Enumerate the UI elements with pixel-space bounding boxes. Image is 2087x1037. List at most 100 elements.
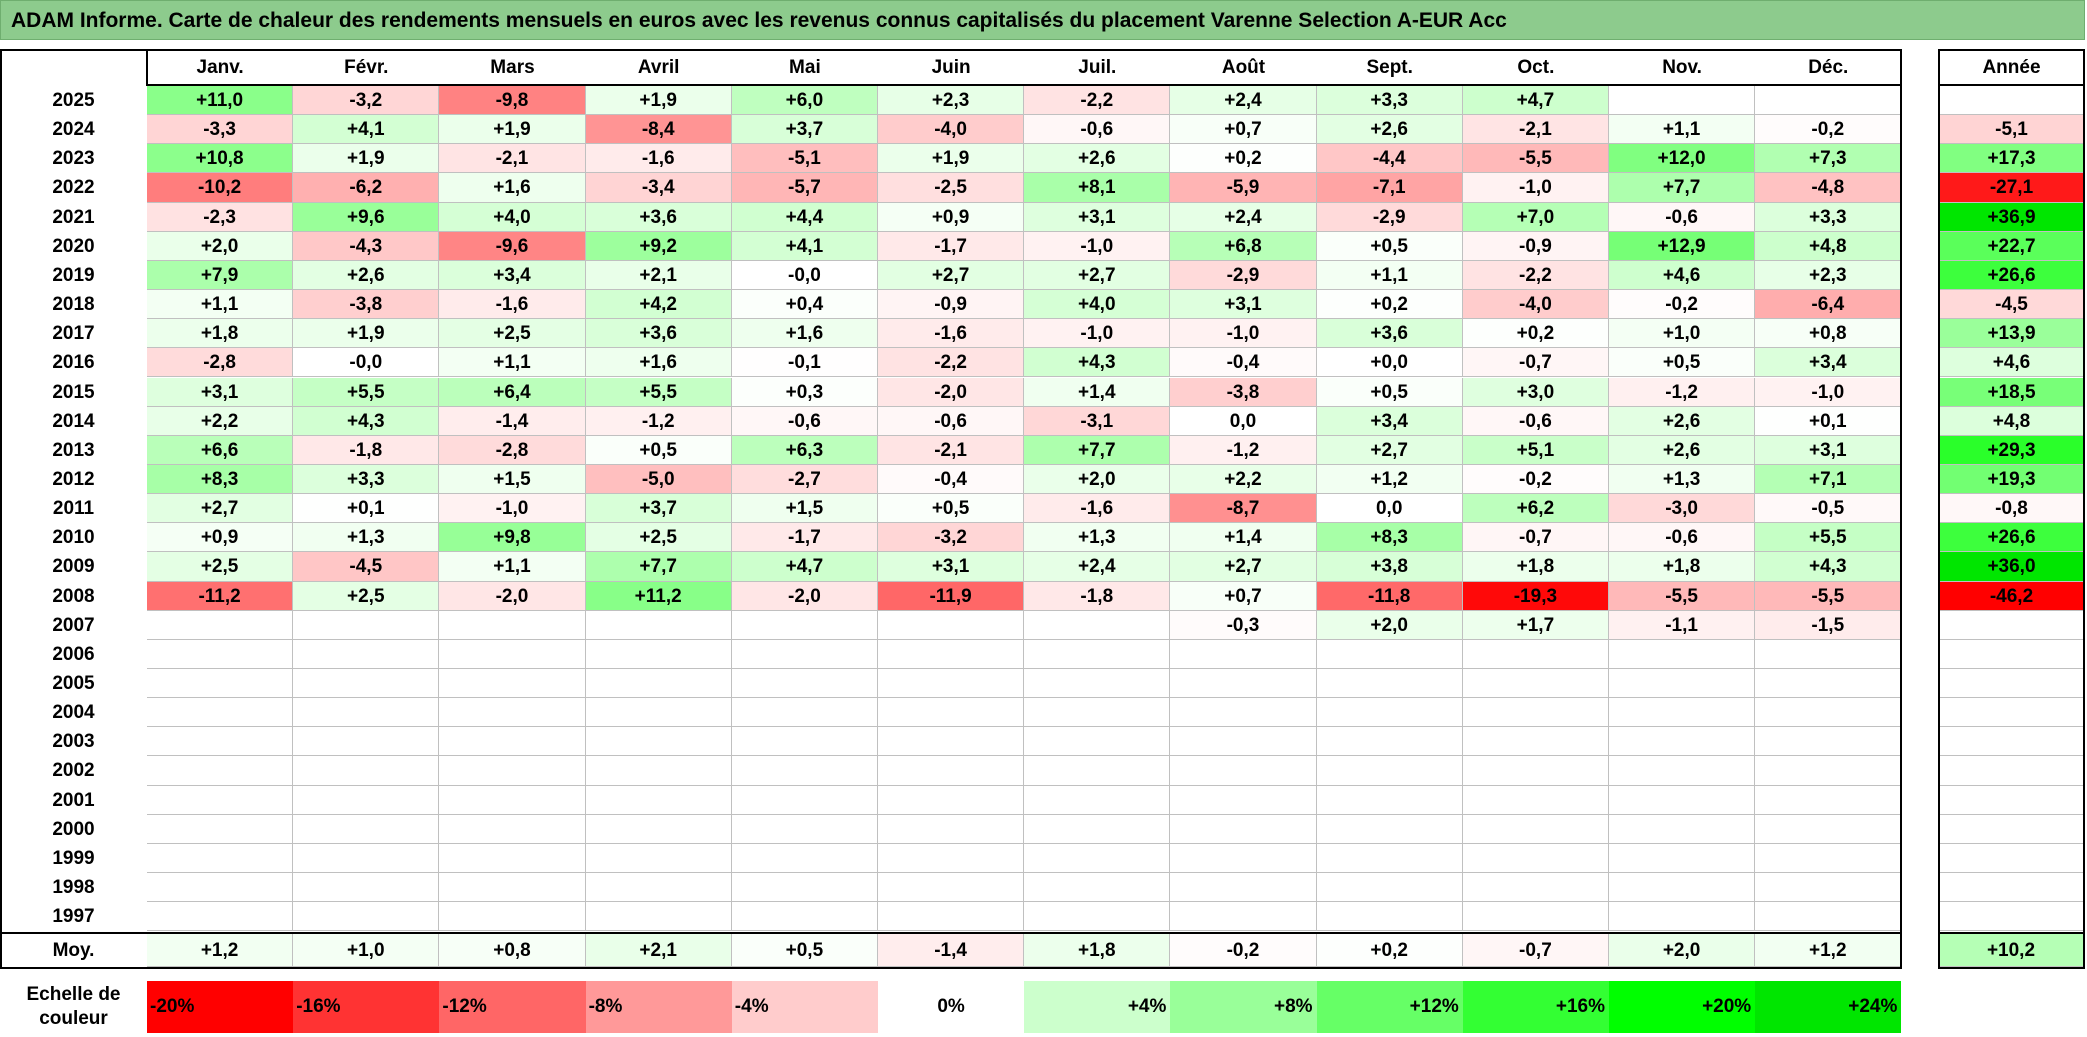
heatmap-cell (1170, 785, 1317, 815)
heatmap-cell: 0,0 (1316, 494, 1463, 524)
heatmap-cell (439, 727, 586, 757)
heatmap-cell: +0,1 (1755, 406, 1902, 436)
heatmap-cell (147, 785, 294, 815)
heatmap-cell (147, 843, 294, 874)
heatmap-cell (1755, 639, 1902, 669)
heatmap-cell: +4,7 (1462, 86, 1609, 116)
heatmap-cell: -5,5 (1462, 144, 1609, 174)
heatmap-cell (878, 639, 1025, 669)
heatmap-cell: -1,6 (439, 290, 586, 320)
heatmap-cell (878, 873, 1025, 903)
heatmap-cell (1755, 902, 1902, 932)
heatmap-cell (1755, 873, 1902, 903)
heatmap-cell: +1,2 (1316, 464, 1463, 495)
heatmap-cell (147, 727, 294, 757)
average-cell: -0,7 (1462, 934, 1609, 967)
heatmap-cell: -2,0 (878, 377, 1025, 407)
heatmap-cell (1755, 727, 1902, 757)
heatmap-cell: +0,3 (731, 377, 878, 407)
heatmap-cell: +2,6 (1024, 144, 1171, 174)
heatmap-cell: +1,9 (293, 319, 440, 349)
average-row-divider (0, 932, 1903, 934)
heatmap-cell (439, 610, 586, 640)
heatmap-cell: +10,8 (147, 144, 294, 174)
annual-cell: -46,2 (1939, 581, 2084, 611)
heatmap-cell: +12,0 (1609, 144, 1756, 174)
heatmap-cell (439, 814, 586, 844)
annual-cell: +13,9 (1939, 319, 2084, 349)
annual-cell: -4,5 (1939, 290, 2084, 320)
heatmap-cell: +3,3 (1316, 86, 1463, 116)
year-label: 2020 (52, 235, 95, 257)
heatmap-cell (1462, 756, 1609, 786)
heatmap-cell (1609, 727, 1756, 757)
heatmap-cell (1316, 814, 1463, 844)
heatmap-cell: +2,1 (585, 260, 732, 291)
heatmap-cell: +2,4 (1170, 202, 1317, 232)
heatmap-cell (878, 843, 1025, 874)
heatmap-cell: -0,6 (1609, 523, 1756, 553)
color-scale-label-text: Echelle de couleur (26, 984, 121, 1029)
heatmap-cell: +6,8 (1170, 231, 1317, 261)
heatmap-cell: -1,8 (1024, 581, 1171, 611)
heatmap-cell (439, 669, 586, 699)
heatmap-cell: +7,7 (1024, 435, 1171, 465)
heatmap-cell: +0,5 (585, 435, 732, 465)
heatmap-cell: -1,0 (1170, 319, 1317, 349)
heatmap-cell (1170, 639, 1317, 669)
heatmap-cell: +11,0 (147, 86, 294, 116)
year-label: 2001 (52, 789, 95, 811)
heatmap-cell: -2,8 (147, 348, 294, 378)
heatmap-cell: -2,3 (147, 202, 294, 232)
heatmap-cell (878, 698, 1025, 728)
heatmap-cell: +0,7 (1170, 115, 1317, 145)
heatmap-cell (1170, 873, 1317, 903)
heatmap-cell: +1,3 (1024, 523, 1171, 553)
annual-cell (1939, 727, 2084, 757)
annual-cell: +17,3 (1939, 144, 2084, 174)
year-label: 2014 (52, 410, 95, 432)
heatmap-cell: +3,6 (1316, 319, 1463, 349)
heatmap-cell: +1,3 (293, 523, 440, 553)
heatmap-cell (1316, 669, 1463, 699)
year-label: 2010 (52, 527, 95, 549)
heatmap-cell: +7,7 (1609, 173, 1756, 203)
heatmap-cell (731, 727, 878, 757)
heatmap-cell (1170, 698, 1317, 728)
heatmap-cell (1316, 873, 1463, 903)
year-label: 2003 (52, 731, 95, 753)
heatmap-cell (1462, 669, 1609, 699)
heatmap-cell (585, 785, 732, 815)
color-scale-label: Echelle de couleur (0, 981, 147, 1033)
heatmap-cell: -6,2 (293, 173, 440, 203)
heatmap-cell: +4,3 (1024, 348, 1171, 378)
month-header: Juin (931, 57, 971, 78)
color-scale-swatch: -16% (293, 981, 440, 1033)
heatmap-cell: -3,3 (147, 115, 294, 145)
heatmap-cell (293, 639, 440, 669)
heatmap-cell: +1,5 (439, 464, 586, 495)
heatmap-cell: -2,9 (1316, 202, 1463, 232)
heatmap-cell: -3,1 (1024, 406, 1171, 436)
heatmap-cell: +6,2 (1462, 494, 1609, 524)
month-header: Nov. (1662, 57, 1702, 78)
year-label: 2018 (52, 294, 95, 316)
heatmap-cell: +3,7 (585, 494, 732, 524)
heatmap-cell (731, 610, 878, 640)
annual-cell: +26,6 (1939, 523, 2084, 553)
heatmap-cell: +2,2 (1170, 464, 1317, 495)
average-cell: -1,4 (878, 934, 1025, 967)
heatmap-cell (293, 756, 440, 786)
month-header: Juil. (1078, 57, 1117, 78)
heatmap-cell: -1,2 (1170, 435, 1317, 465)
heatmap-cell: -9,6 (439, 231, 586, 261)
heatmap-cell: +2,6 (1609, 435, 1756, 465)
annual-cell (1939, 814, 2084, 844)
heatmap-cell (731, 698, 878, 728)
heatmap-cell: -0,0 (293, 348, 440, 378)
heatmap-cell (293, 814, 440, 844)
heatmap-cell (1024, 902, 1171, 932)
heatmap-cell: -1,2 (585, 406, 732, 436)
heatmap-cell (731, 756, 878, 786)
heatmap-cell (293, 610, 440, 640)
